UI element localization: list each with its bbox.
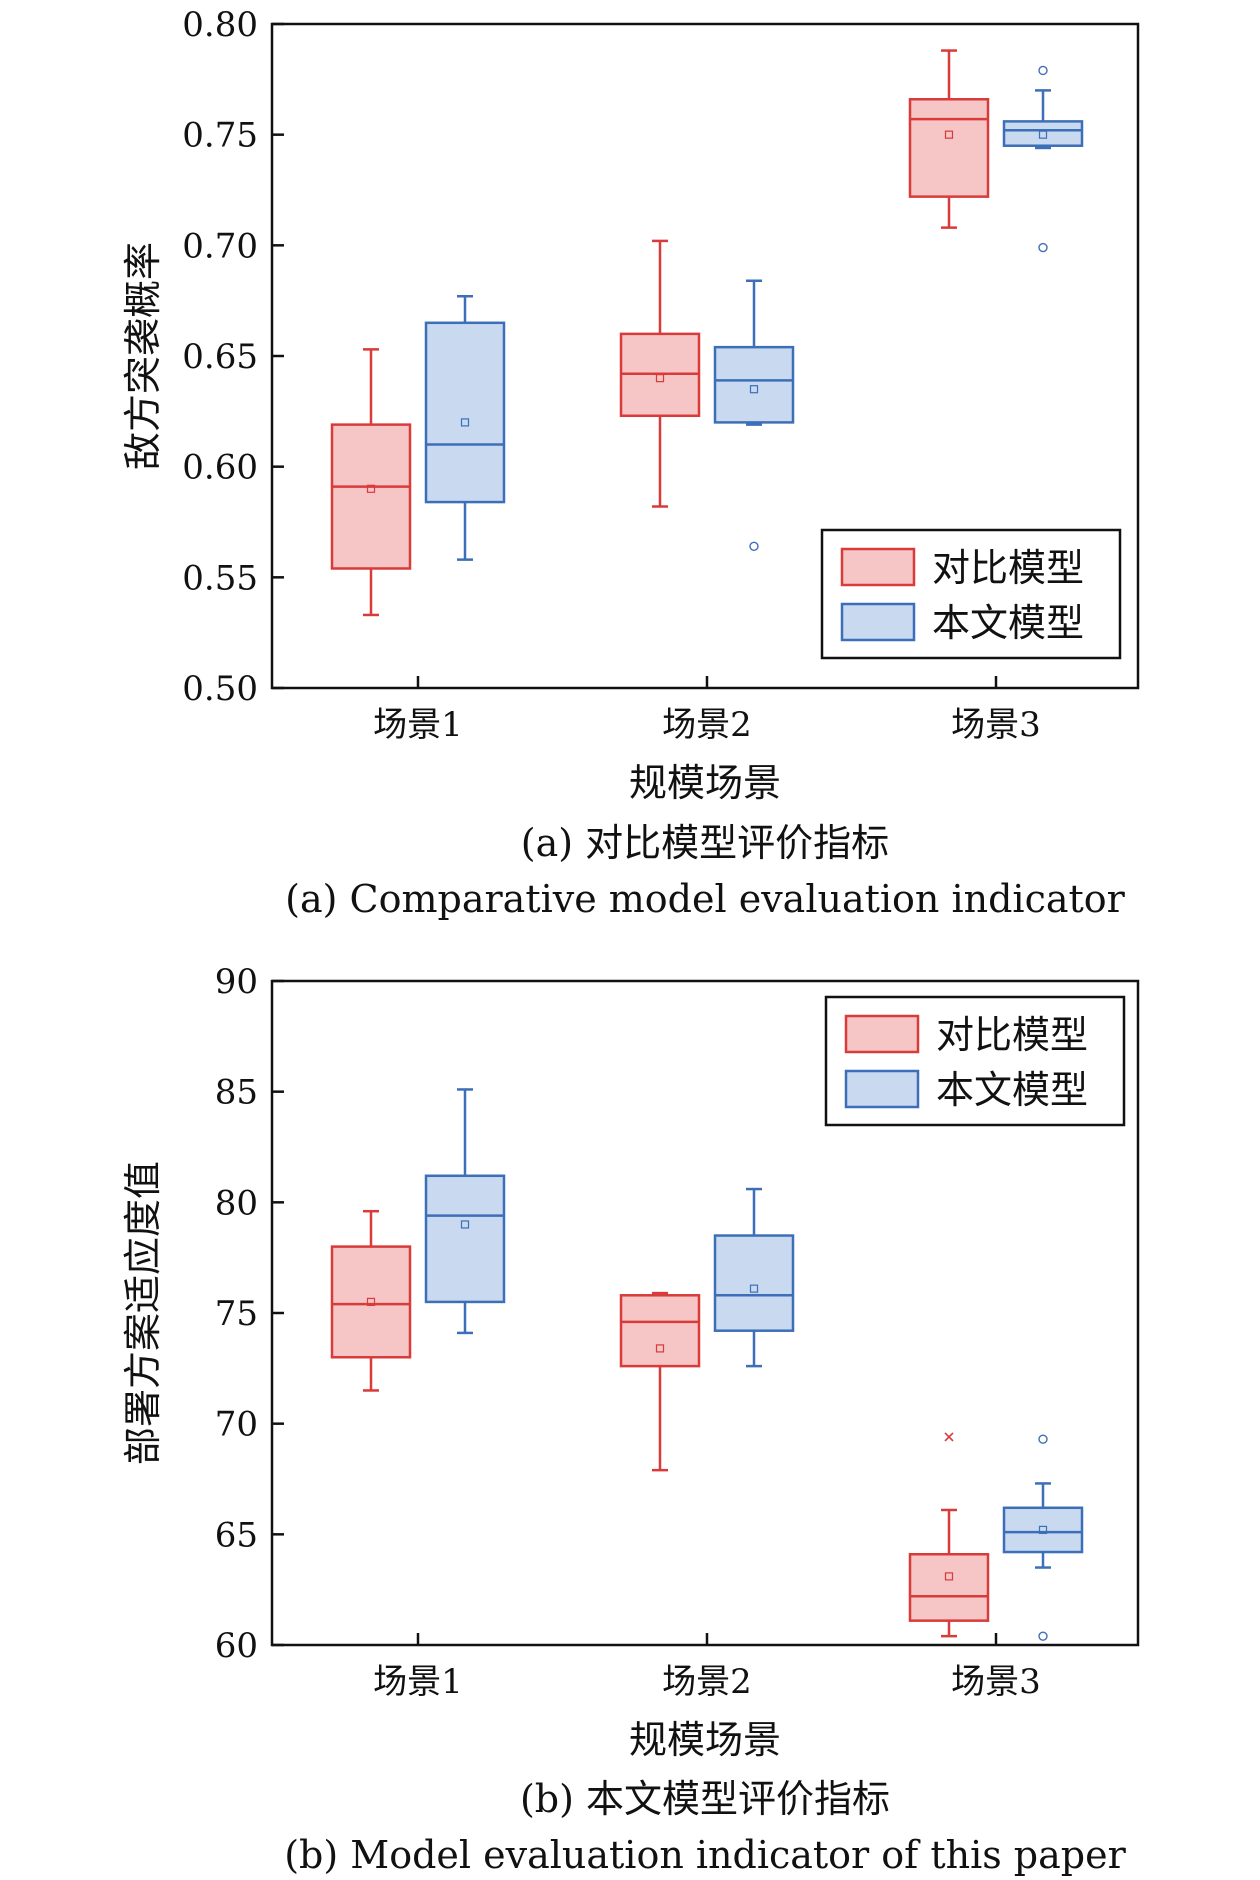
box-iqr xyxy=(908,1553,990,1622)
chart-a-legend-label-1: 本文模型 xyxy=(932,601,1084,645)
chart-b-caption-en: (b) Model evaluation indicator of this p… xyxy=(284,1833,1126,1877)
y-tick-label: 80 xyxy=(215,1183,258,1223)
chart-a-legend: 对比模型 本文模型 xyxy=(820,528,1122,660)
box-outlier xyxy=(1038,65,1048,76)
box-mean xyxy=(1038,130,1048,139)
box-mean xyxy=(749,1284,759,1293)
box-outlier xyxy=(1038,1434,1048,1444)
y-tick-label: 75 xyxy=(215,1294,258,1334)
chart-b-x-ticks: 场景1 场景2 场景3 xyxy=(373,1633,1041,1702)
box-proposed-3 xyxy=(1002,65,1084,253)
x-tick-label: 场景2 xyxy=(662,1662,752,1702)
box-proposed-2 xyxy=(713,279,795,552)
y-tick-label: 0.80 xyxy=(182,5,258,45)
chart-a-caption-cn: (a) 对比模型评价指标 xyxy=(521,821,889,865)
y-tick-label: 65 xyxy=(215,1515,258,1555)
box-mean xyxy=(460,418,470,427)
y-tick-label: 90 xyxy=(215,962,258,1002)
chart-a-caption-en: (a) Comparative model evaluation indicat… xyxy=(285,877,1126,921)
y-tick-label: 0.50 xyxy=(182,669,258,709)
box-outlier xyxy=(749,541,759,552)
box-outlier xyxy=(1038,1631,1048,1641)
y-tick-label: 0.60 xyxy=(182,448,258,488)
box-iqr xyxy=(330,423,412,570)
x-tick-label: 场景1 xyxy=(373,1662,463,1702)
box-iqr xyxy=(619,1294,701,1368)
box-compare-2 xyxy=(619,1291,701,1472)
box-mean xyxy=(460,1220,470,1229)
chart-b-legend-swatch-1 xyxy=(844,1069,920,1109)
chart-b-x-axis-title: 规模场景 xyxy=(629,1718,781,1762)
chart-b-legend-label-1: 本文模型 xyxy=(936,1068,1088,1112)
y-tick-label: 0.75 xyxy=(182,116,258,156)
box-iqr xyxy=(424,1174,506,1304)
chart-b-caption-cn: (b) 本文模型评价指标 xyxy=(520,1777,890,1821)
box-mean xyxy=(944,130,954,139)
chart-b: 60 65 70 75 80 85 90 场景1 场景2 场景3 部署方案适应度值 规模场景 (… xyxy=(121,962,1140,1877)
box-outlier xyxy=(1038,242,1048,253)
box-iqr xyxy=(713,345,795,424)
x-tick-label: 场景3 xyxy=(951,705,1041,745)
x-tick-label: 场景3 xyxy=(951,1662,1041,1702)
box-mean xyxy=(1038,1525,1048,1535)
box-compare-1 xyxy=(330,348,412,617)
chart-a-x-axis-title: 规模场景 xyxy=(629,761,781,805)
chart-b-legend-swatch-0 xyxy=(844,1014,920,1054)
box-iqr xyxy=(908,98,990,198)
chart-b-boxes xyxy=(330,1088,1084,1641)
chart-b-legend-label-0: 对比模型 xyxy=(936,1013,1088,1057)
chart-a-legend-label-0: 对比模型 xyxy=(932,546,1084,590)
chart-a-legend-swatch-1 xyxy=(840,602,916,642)
y-tick-label: 85 xyxy=(215,1073,258,1113)
box-proposed-1 xyxy=(424,294,506,561)
y-tick-label: 0.55 xyxy=(182,558,258,598)
box-mean xyxy=(944,1572,954,1581)
chart-b-y-axis-title: 部署方案适应度值 xyxy=(121,1161,165,1465)
box-iqr xyxy=(424,321,506,504)
y-tick-label: 70 xyxy=(215,1405,258,1445)
chart-a: 0.50 0.55 0.60 0.65 0.70 0.75 0.80 场景1 场景2 场景3 敌… xyxy=(121,5,1140,921)
box-proposed-1 xyxy=(424,1088,506,1335)
chart-a-y-axis-title: 敌方突袭概率 xyxy=(121,242,165,470)
y-tick-label: 0.70 xyxy=(182,226,258,266)
box-mean xyxy=(749,385,759,394)
y-tick-label: 60 xyxy=(215,1626,258,1666)
box-iqr xyxy=(1002,120,1084,147)
chart-a-y-ticks: 0.50 0.55 0.60 0.65 0.70 0.75 0.80 xyxy=(182,5,284,709)
box-compare-2 xyxy=(619,239,701,508)
box-proposed-2 xyxy=(713,1187,795,1368)
box-compare-1 xyxy=(330,1209,412,1392)
chart-a-x-ticks: 场景1 场景2 场景3 xyxy=(373,676,1041,745)
chart-b-y-ticks: 60 65 70 75 80 85 90 xyxy=(215,962,284,1666)
box-compare-3 xyxy=(908,49,990,229)
box-mean xyxy=(366,1297,376,1307)
box-compare-3 xyxy=(908,1432,990,1638)
chart-b-legend: 对比模型 本文模型 xyxy=(824,995,1126,1127)
chart-a-boxes xyxy=(330,49,1084,617)
box-mean xyxy=(655,1344,665,1353)
box-mean xyxy=(655,374,665,383)
box-proposed-3 xyxy=(1002,1434,1084,1641)
box-outlier xyxy=(944,1432,954,1442)
y-tick-label: 0.65 xyxy=(182,337,258,377)
chart-a-legend-swatch-0 xyxy=(840,547,916,587)
box-mean xyxy=(366,484,376,493)
box-iqr xyxy=(713,1234,795,1332)
x-tick-label: 场景2 xyxy=(662,705,752,745)
x-tick-label: 场景1 xyxy=(373,705,463,745)
box-iqr xyxy=(1002,1506,1084,1554)
box-iqr xyxy=(330,1245,412,1359)
